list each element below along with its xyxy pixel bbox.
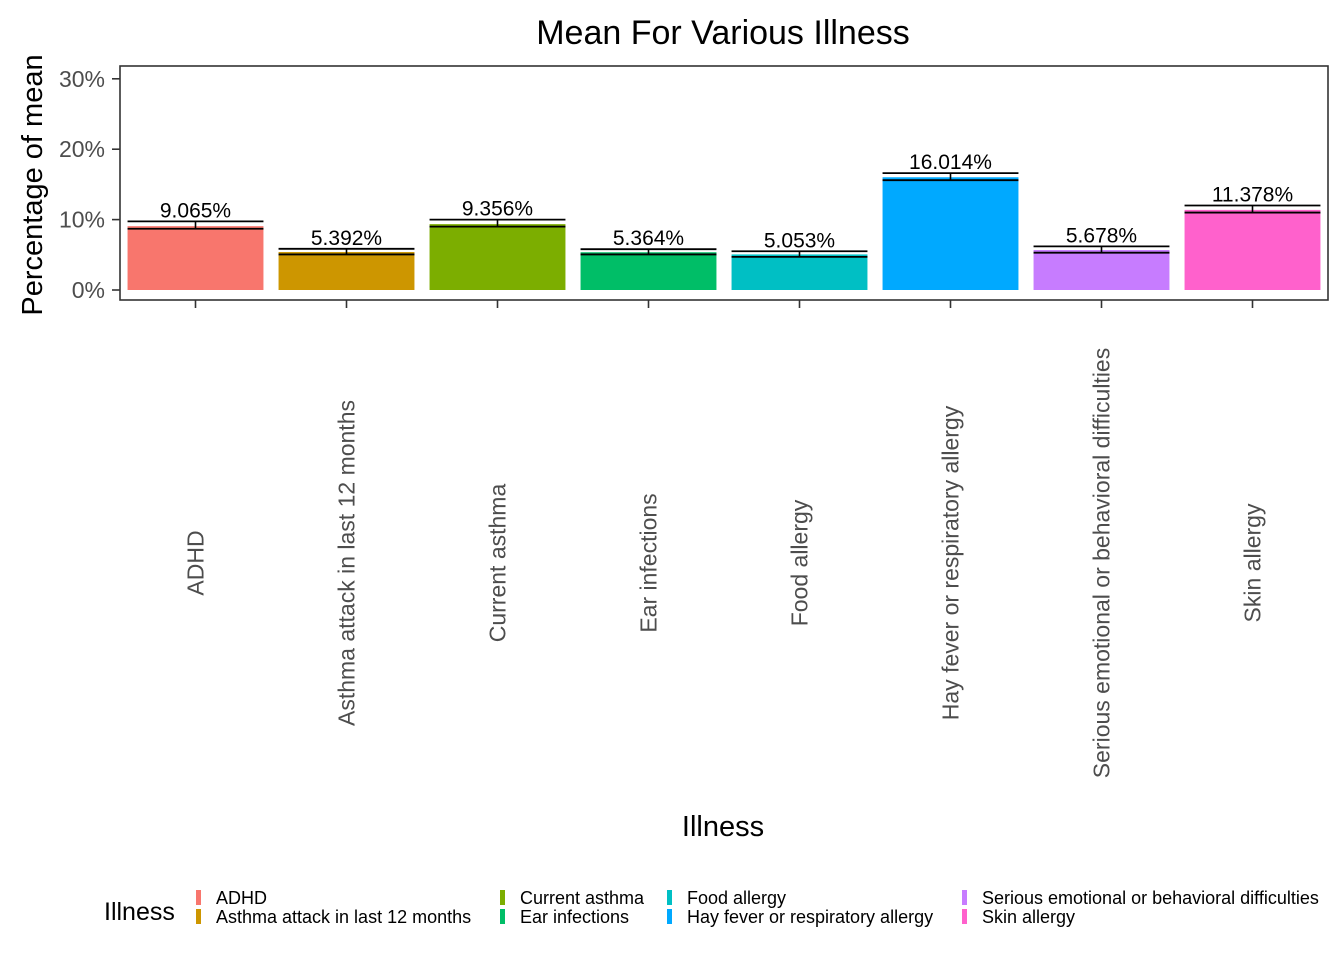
x-tick-label: Food allergy [787, 499, 813, 626]
x-tick-label: Asthma attack in last 12 months [334, 400, 360, 726]
legend-key [196, 890, 201, 905]
legend-label: Asthma attack in last 12 months [216, 907, 471, 927]
bar [429, 224, 566, 290]
bar [1033, 250, 1170, 290]
data-label: 5.364% [613, 227, 684, 250]
legend-label: Serious emotional or behavioral difficul… [982, 888, 1319, 908]
y-tick-label: 0% [72, 277, 105, 303]
data-label: 16.014% [909, 151, 992, 174]
data-label: 5.392% [311, 227, 382, 250]
bar [1184, 209, 1321, 290]
plot-area: 0% 10% 20% 30% 9.065% ADHD 5.392% Asthma attack… [59, 65, 1329, 778]
legend-label: ADHD [216, 888, 267, 908]
data-label: 9.356% [462, 198, 533, 221]
x-tick-label: Hay fever or respiratory allergy [938, 405, 964, 720]
x-tick-label: Serious emotional or behavioral difficul… [1089, 348, 1115, 778]
legend-key [500, 890, 505, 905]
legend-label: Skin allergy [982, 907, 1075, 927]
x-tick-label: Skin allergy [1240, 503, 1266, 622]
data-label: 9.065% [160, 199, 231, 222]
legend-label: Hay fever or respiratory allergy [687, 907, 933, 927]
x-axis-label: Illness [682, 811, 764, 843]
data-label: 5.678% [1066, 224, 1137, 247]
y-tick-label: 10% [59, 207, 105, 233]
legend-label: Ear infections [520, 907, 629, 927]
bar [127, 226, 264, 290]
y-tick-label: 20% [59, 136, 105, 162]
bar [731, 254, 868, 290]
legend-key [667, 890, 672, 905]
plot-panel-border [119, 65, 1329, 301]
bar [278, 252, 415, 290]
bar [882, 177, 1019, 290]
legend-title: Illness [104, 898, 175, 926]
legend-key [500, 909, 505, 924]
legend-key [667, 909, 672, 924]
legend-label: Food allergy [687, 888, 786, 908]
data-label: 11.378% [1212, 184, 1293, 207]
x-tick-label: Ear infections [636, 493, 662, 632]
legend-label: Current asthma [520, 888, 645, 908]
legend-key [196, 909, 201, 924]
x-tick-label: Current asthma [485, 484, 511, 643]
y-tick-label: 30% [59, 66, 105, 92]
y-axis-label: Percentage of mean [17, 54, 49, 315]
bar [580, 252, 717, 290]
legend-key [962, 909, 967, 924]
chart-title: Mean For Various Illness [536, 14, 910, 52]
legend-key [962, 890, 967, 905]
x-tick-label: ADHD [183, 530, 209, 595]
data-label: 5.053% [764, 229, 835, 252]
